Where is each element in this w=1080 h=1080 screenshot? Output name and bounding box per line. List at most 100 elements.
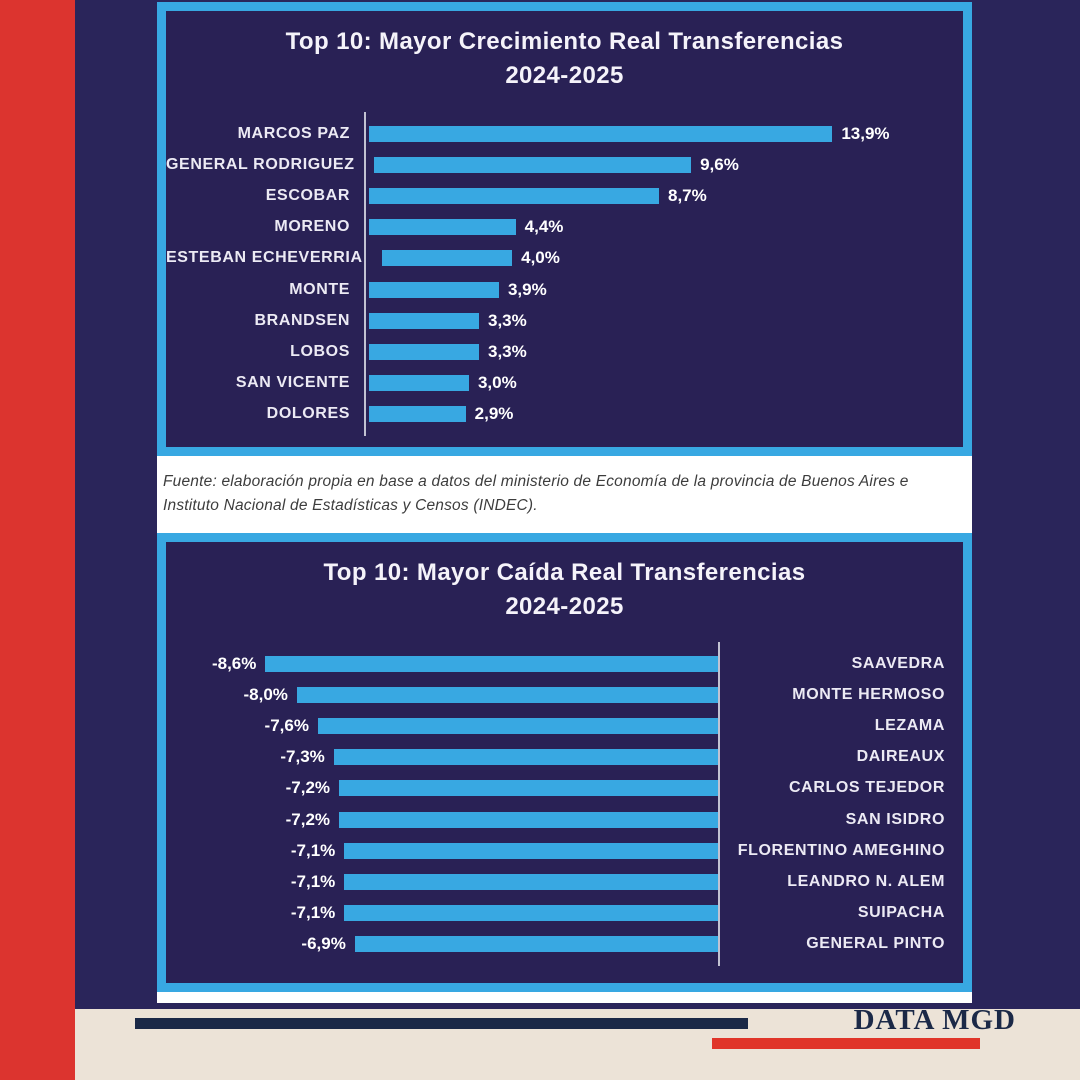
category-label: SUIPACHA [857,904,945,922]
growth-chart-title: Top 10: Mayor Crecimiento Real Transfere… [285,28,844,55]
bar [344,873,718,890]
growth-axis-line [364,112,366,436]
bar [369,375,469,392]
bar [339,811,718,828]
bar-row: -7,1% LEANDRO N. ALEM [166,866,963,897]
value-label: -8,0% [243,684,288,704]
bar-area: 8,7% [364,186,963,206]
bar-row: -7,2% SAN ISIDRO [166,804,963,835]
value-label: 2,9% [474,404,514,424]
bar [381,250,513,267]
bar-area: -7,2% [166,778,718,798]
value-label: 3,9% [507,279,547,299]
category-label: ESCOBAR [265,186,350,204]
bar [333,749,718,766]
category-label: LEANDRO N. ALEM [787,872,945,890]
category-label: LOBOS [290,342,350,360]
bar-area: -7,6% [166,716,718,736]
bar-row: GENERAL RODRIGUEZ 9,6% [166,149,963,180]
value-label: -7,2% [285,778,331,798]
bar-row: SAN VICENTE 3,0% [166,368,963,399]
brand-logo-text: DATA MGD [853,1004,1016,1036]
decline-chart-title: Top 10: Mayor Caída Real Transferencias [323,559,806,586]
bar [265,655,718,672]
value-label: 3,0% [477,373,517,393]
value-label: -7,1% [290,840,336,860]
category-label: DAIREAUX [856,748,945,766]
bar-area: -7,1% [166,841,718,861]
value-label: -8,6% [211,653,257,673]
category-label: SAN VICENTE [235,374,350,392]
bar-area: 4,4% [364,217,963,237]
decline-chart-card: Top 10: Mayor Caída Real Transferencias … [157,533,972,992]
value-label: -7,1% [290,903,336,923]
category-label: MARCOS PAZ [237,124,350,142]
value-label: 13,9% [841,123,890,143]
growth-chart-rows: MARCOS PAZ 13,9% GENERAL RODRIGUEZ 9,6% ESCO… [166,112,963,436]
bar-area: 3,0% [364,373,963,393]
bar-row: -7,2% CARLOS TEJEDOR [166,773,963,804]
value-label: -7,6% [264,715,309,735]
bar-area: 2,9% [364,404,963,424]
bar-area: -7,2% [166,810,718,830]
bar [369,125,833,142]
category-label: GENERAL RODRIGUEZ [166,155,355,173]
bar-row: -7,1% SUIPACHA [166,898,963,929]
bar-area: -8,6% [166,654,718,674]
bar [369,312,479,329]
category-label: SAN ISIDRO [845,810,945,828]
bar-area: 13,9% [364,124,963,144]
bar [344,905,718,922]
bar-row: -7,1% FLORENTINO AMEGHINO [166,835,963,866]
bar [369,281,499,298]
value-label: 4,0% [521,248,560,268]
footer-red-bar [712,1038,980,1049]
decline-chart-rows: -8,6% SAAVEDRA -8,0% MONTE HERMOSO -7,6% LEZA… [166,642,963,966]
bar [373,156,692,173]
bar [339,780,718,797]
source-note-line1: Fuente: elaboración propia en base a dat… [163,473,909,490]
bar [369,187,659,204]
bar-row: ESCOBAR 8,7% [166,180,963,211]
bar-area: -7,1% [166,872,718,892]
value-label: 9,6% [700,154,739,174]
bar-area: 3,3% [364,311,963,331]
value-label: 3,3% [488,310,527,330]
bottom-white-strip [157,992,972,1003]
bar-row: -8,6% SAAVEDRA [166,648,963,679]
category-label: LEZAMA [874,716,945,734]
bar-row: LOBOS 3,3% [166,336,963,367]
growth-chart-card: Top 10: Mayor Crecimiento Real Transfere… [157,2,972,456]
bar-row: ESTEBAN ECHEVERRIA 4,0% [166,243,963,274]
bar [354,936,718,953]
category-label: MORENO [274,218,350,236]
bar-row: -7,3% DAIREAUX [166,742,963,773]
decline-axis-line [718,642,720,966]
value-label: 8,7% [667,185,707,205]
bar [369,343,479,360]
category-label: MONTE HERMOSO [792,685,945,703]
value-label: -6,9% [301,934,346,954]
value-label: 3,3% [488,341,527,361]
bar-area: -8,0% [166,685,718,705]
bar-area: 4,0% [377,248,963,268]
bar-row: -6,9% GENERAL PINTO [166,929,963,960]
bar-area: 3,3% [364,342,963,362]
bar-area: -6,9% [166,934,718,954]
value-label: -7,3% [280,747,325,767]
category-label: GENERAL PINTO [806,935,945,953]
category-label: DOLORES [266,405,350,423]
bar [369,406,466,423]
category-label: CARLOS TEJEDOR [789,779,945,797]
bar-area: -7,1% [166,903,718,923]
bar-area: 3,9% [364,280,963,300]
footer-navy-bar [135,1018,748,1029]
source-note-line2: Instituto Nacional de Estadísticas y Cen… [163,497,538,515]
left-red-stripe [0,0,75,1080]
bar-row: MORENO 4,4% [166,212,963,243]
decline-chart-subtitle: 2024-2025 [505,593,624,620]
value-label: -7,1% [290,871,336,891]
category-label: FLORENTINO AMEGHINO [737,841,945,859]
bar-row: -8,0% MONTE HERMOSO [166,679,963,710]
growth-chart-subtitle: 2024-2025 [505,62,624,89]
